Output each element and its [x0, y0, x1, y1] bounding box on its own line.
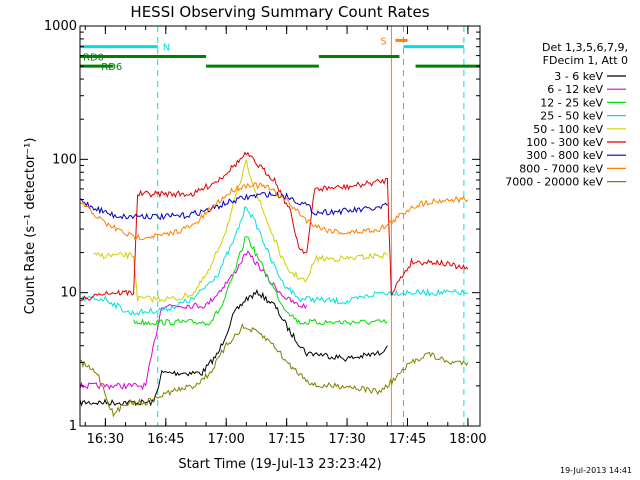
- y-tick-label: 1000: [44, 19, 77, 34]
- legend-label: 800 - 7000 keV: [519, 162, 603, 175]
- y-tick-label: 100: [52, 152, 77, 167]
- y-tick-label: 1: [69, 419, 77, 434]
- x-tick-label: 18:00: [449, 432, 486, 447]
- series-line-7: [79, 181, 469, 241]
- timestamp: 19-Jul-2013 14:41: [560, 466, 632, 475]
- rd6-flag-label: RD6: [101, 62, 122, 73]
- series-line-4: [93, 159, 388, 303]
- legend-label: 3 - 6 keV: [554, 70, 603, 83]
- legend-label: 12 - 25 keV: [540, 96, 603, 109]
- axes: 16:30 16:45 17:00 17:15 17:30 17:45 18:00 1 10 10…: [44, 19, 487, 447]
- series-layer: [79, 151, 469, 418]
- series-line-5: [79, 151, 469, 302]
- rd0-flag-label: RD0: [83, 53, 104, 64]
- legend-label: 300 - 800 keV: [526, 149, 603, 162]
- x-tick-label: 16:45: [147, 432, 184, 447]
- legend-header-line-2: FDecim 1, Att 0: [543, 54, 628, 67]
- plot-frame: [79, 25, 481, 427]
- x-tick-label: 17:15: [268, 432, 305, 447]
- legend-label: 6 - 12 keV: [547, 83, 603, 96]
- legend-header-line-1: Det 1,3,5,6,7,9,: [542, 41, 628, 54]
- x-tick-label: 17:30: [328, 432, 365, 447]
- x-tick-label: 17:00: [207, 432, 244, 447]
- saa-flag-label: S: [380, 36, 386, 47]
- series-line-3: [79, 206, 469, 317]
- x-tick-label: 17:45: [389, 432, 426, 447]
- legend-label: 50 - 100 keV: [533, 123, 603, 136]
- series-line-8: [79, 323, 469, 418]
- y-axis-label: Count Rate (s⁻¹ detector⁻¹): [23, 138, 38, 315]
- chart-title: HESSI Observing Summary Count Rates: [130, 3, 429, 21]
- x-tick-label: 16:30: [87, 432, 124, 447]
- legend-label: 7000 - 20000 keV: [505, 176, 603, 189]
- series-line-6: [79, 190, 388, 221]
- x-axis-label: Start Time (19-Jul-13 23:23:42): [178, 457, 381, 472]
- legend-label: 100 - 300 keV: [526, 136, 603, 149]
- legend-label: 25 - 50 keV: [540, 110, 603, 123]
- y-tick-label: 10: [60, 286, 77, 301]
- night-flag-label: N: [163, 43, 170, 54]
- series-line-2: [133, 236, 388, 327]
